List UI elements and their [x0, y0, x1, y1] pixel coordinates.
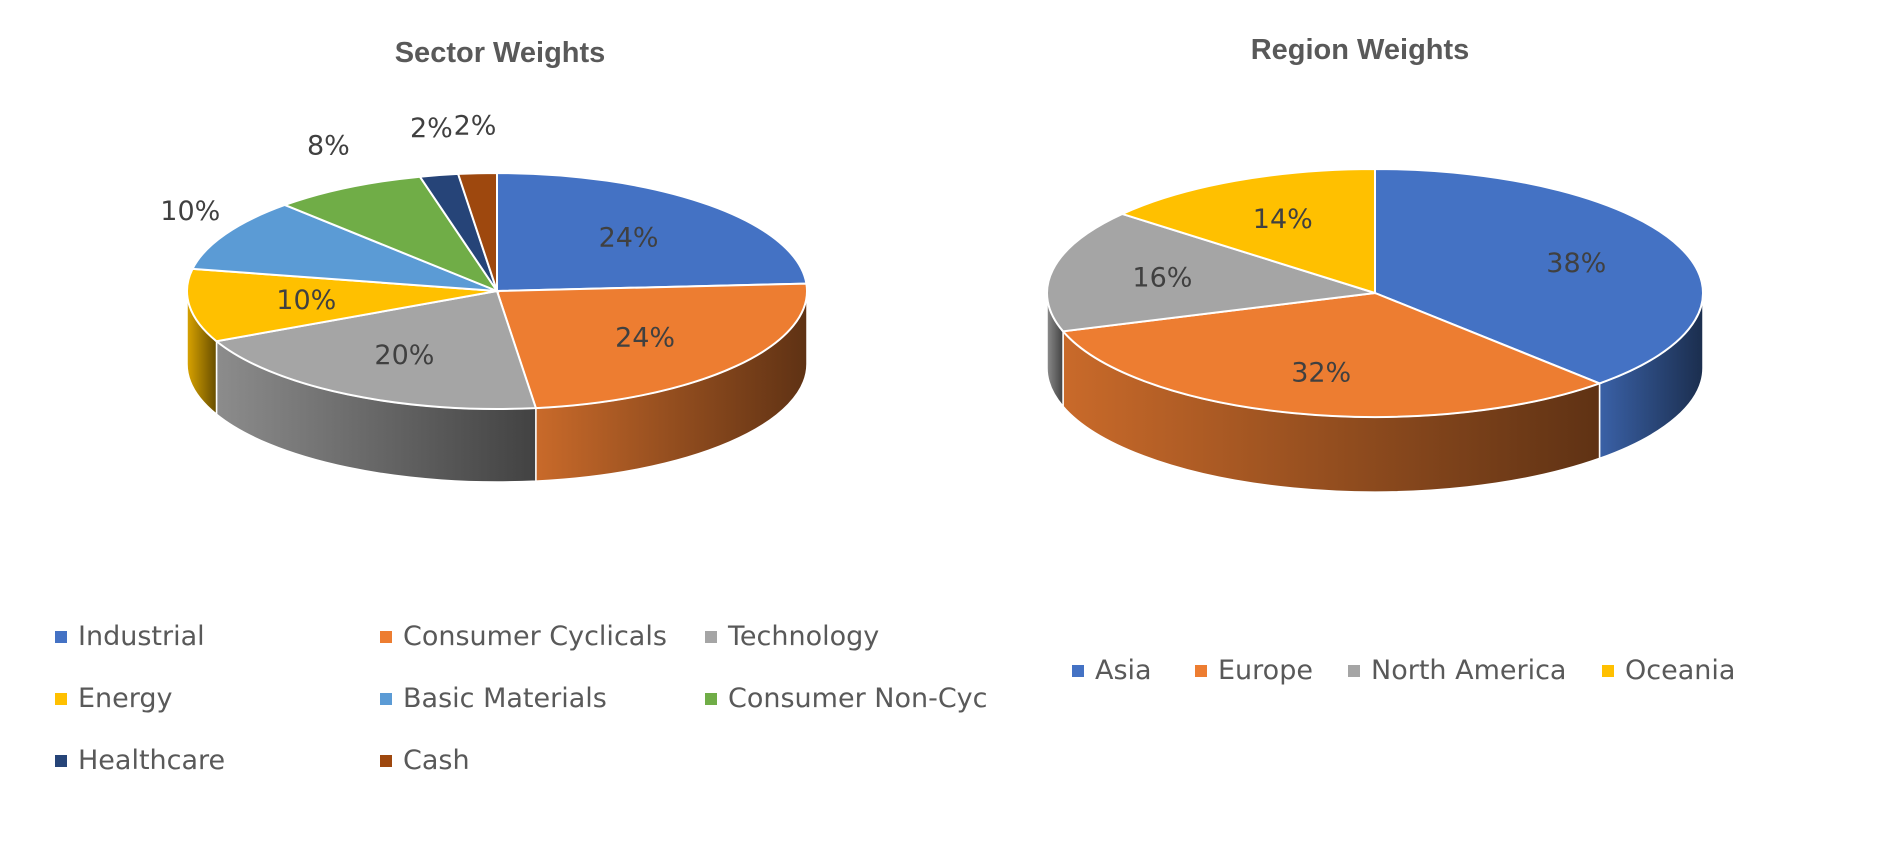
sector-legend: Industrial Consumer Cyclicals Technology En…: [55, 621, 988, 776]
region-pie-slices: [1046, 167, 1704, 418]
slice-consumer-non-cyc: [281, 175, 500, 294]
legend-swatch: [380, 693, 392, 705]
legend-swatch: [55, 693, 67, 705]
legend-label: Consumer Non-Cyc: [728, 683, 988, 714]
legend-item-oceania: Oceania: [1602, 655, 1735, 686]
sector-pie-slices: [186, 171, 808, 410]
sector-chart-title: Sector Weights: [395, 37, 606, 69]
region-legend: Asia Europe North America Oceania: [1072, 655, 1735, 686]
slice-industrial: [496, 171, 808, 293]
region-chart-title: Region Weights: [1251, 34, 1470, 66]
legend-item-north-america: North America: [1348, 655, 1566, 686]
legend-item-healthcare: Healthcare: [55, 745, 225, 776]
label-healthcare: 2%: [410, 113, 453, 144]
legend-swatch: [705, 631, 717, 643]
legend-swatch: [1602, 665, 1614, 677]
legend-label: Asia: [1095, 655, 1152, 686]
label-technology: 20%: [374, 340, 434, 371]
legend-item-asia: Asia: [1072, 655, 1152, 686]
legend-item-cash: Cash: [380, 745, 470, 776]
legend-item-basic-materials: Basic Materials: [380, 683, 607, 714]
slice-technology: [214, 289, 538, 410]
legend-label: Oceania: [1625, 655, 1735, 686]
slice-oceania: [1119, 167, 1376, 295]
sector-slice-labels: 24% 24% 20% 10% 10% 8% 2% 2%: [160, 110, 675, 371]
legend-label: Industrial: [78, 621, 205, 652]
legend-item-industrial: Industrial: [55, 621, 205, 652]
label-asia: 38%: [1546, 248, 1606, 279]
legend-swatch: [380, 755, 392, 767]
legend-swatch: [705, 693, 717, 705]
legend-swatch: [55, 755, 67, 767]
legend-swatch: [55, 631, 67, 643]
legend-label: North America: [1371, 655, 1566, 686]
legend-swatch: [380, 631, 392, 643]
legend-swatch: [1348, 665, 1360, 677]
legend-item-consumer-cyclicals: Consumer Cyclicals: [380, 621, 667, 652]
label-industrial: 24%: [599, 223, 659, 254]
slice-consumer-cyclicals: [495, 282, 808, 410]
slice-asia: [1374, 167, 1704, 385]
label-energy: 10%: [276, 285, 336, 316]
label-oceania: 14%: [1253, 204, 1313, 235]
legend-label: Basic Materials: [403, 683, 607, 714]
label-europe: 32%: [1291, 357, 1351, 388]
region-weights-chart: Region Weights 38% 32% 16% 14% Asia Europe No…: [1046, 34, 1735, 686]
legend-label: Cash: [403, 745, 470, 776]
legend-label: Europe: [1218, 655, 1313, 686]
legend-swatch: [1072, 665, 1084, 677]
label-consumer-non-cyc: 8%: [307, 131, 350, 162]
slice-basic-materials: [190, 203, 498, 292]
legend-label: Technology: [727, 621, 879, 652]
label-basic-materials: 10%: [160, 196, 220, 227]
label-cash: 2%: [454, 110, 497, 141]
legend-label: Energy: [78, 683, 173, 714]
region-slice-labels: 38% 32% 16% 14%: [1132, 204, 1606, 388]
legend-item-technology: Technology: [705, 621, 879, 652]
label-north-america: 16%: [1132, 263, 1192, 294]
sector-weights-chart: Sector Weights 24% 24% 20% 10% 10% 8% 2% 2% Ind…: [55, 37, 988, 776]
slice-energy: [186, 267, 498, 343]
legend-label: Healthcare: [78, 745, 225, 776]
slice-europe: [1061, 291, 1603, 418]
legend-swatch: [1195, 665, 1207, 677]
legend-item-consumer-non-cyc: Consumer Non-Cyc: [705, 683, 988, 714]
legend-item-energy: Energy: [55, 683, 173, 714]
slice-cash: [456, 171, 498, 292]
slice-north-america: [1046, 212, 1376, 333]
legend-label: Consumer Cyclicals: [403, 621, 667, 652]
legend-item-europe: Europe: [1195, 655, 1313, 686]
label-consumer-cyclicals: 24%: [615, 323, 675, 354]
